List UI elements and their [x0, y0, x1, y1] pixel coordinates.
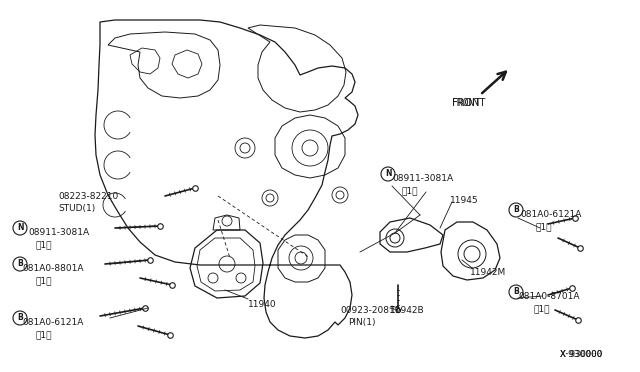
Text: ＜1＞: ＜1＞ [36, 330, 52, 339]
Text: 081A0-6121A: 081A0-6121A [22, 318, 83, 327]
Text: STUD(1): STUD(1) [58, 204, 95, 213]
Text: 00923-20810: 00923-20810 [340, 306, 401, 315]
Text: B: B [513, 205, 519, 215]
Circle shape [13, 311, 27, 325]
Text: 081A0-6121A: 081A0-6121A [520, 210, 581, 219]
Text: N: N [17, 224, 23, 232]
Text: N: N [385, 170, 391, 179]
Text: 11942M: 11942M [470, 268, 506, 277]
Text: 08911-3081A: 08911-3081A [28, 228, 89, 237]
Text: 081A0-8801A: 081A0-8801A [22, 264, 83, 273]
Text: 08223-82210: 08223-82210 [58, 192, 118, 201]
Circle shape [509, 285, 523, 299]
Circle shape [509, 203, 523, 217]
Text: ＜1＞: ＜1＞ [402, 186, 419, 195]
Text: 08911-3081A: 08911-3081A [392, 174, 453, 183]
Text: 081A0-8701A: 081A0-8701A [518, 292, 579, 301]
Text: ＜1＞: ＜1＞ [36, 240, 52, 249]
Text: FRONT: FRONT [452, 98, 481, 108]
Text: B: B [17, 260, 23, 269]
Text: PIN(1): PIN(1) [348, 318, 376, 327]
Text: ＜1＞: ＜1＞ [534, 304, 550, 313]
Text: ＜1＞: ＜1＞ [36, 276, 52, 285]
Text: B: B [513, 288, 519, 296]
Text: X·930000: X·930000 [560, 350, 604, 359]
Text: 11940: 11940 [248, 300, 276, 309]
Text: 11945: 11945 [450, 196, 479, 205]
Circle shape [13, 221, 27, 235]
Circle shape [381, 167, 395, 181]
Text: ＜1＞: ＜1＞ [536, 222, 552, 231]
Text: 11942B: 11942B [390, 306, 424, 315]
Text: FRONT: FRONT [452, 98, 485, 108]
Circle shape [13, 257, 27, 271]
Text: B: B [17, 314, 23, 323]
Text: X·930000: X·930000 [560, 350, 603, 359]
